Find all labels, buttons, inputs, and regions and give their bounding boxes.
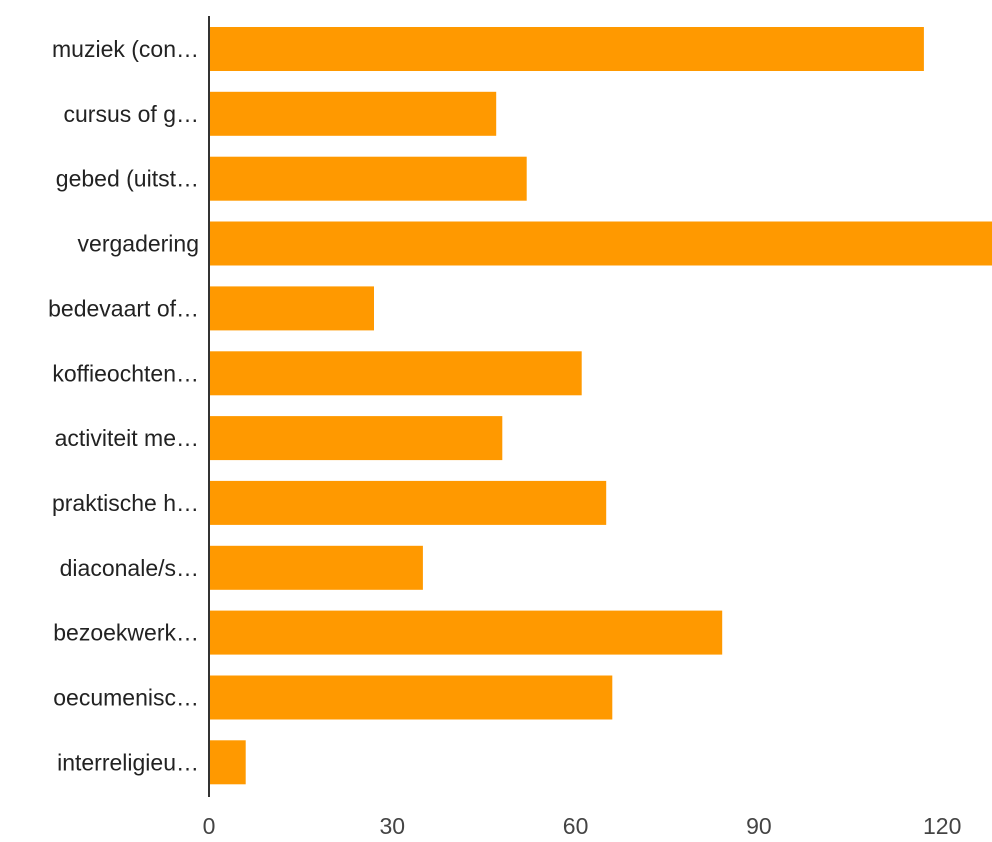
category-label-3: vergadering (78, 231, 199, 257)
bar-3 (209, 221, 992, 266)
category-label-11: interreligieu… (57, 749, 199, 775)
category-labels: muziek (con… cursus of g… gebed (uitst… ver… (48, 36, 199, 775)
bar-2 (209, 156, 527, 201)
bar-11 (209, 740, 246, 785)
bar-1 (209, 91, 497, 136)
category-label-9: bezoekwerk… (53, 620, 199, 646)
bars-group (209, 27, 992, 785)
bar-8 (209, 545, 423, 590)
category-label-7: praktische h… (52, 490, 199, 516)
x-tick-label-2: 60 (563, 813, 589, 839)
bar-10 (209, 675, 613, 720)
category-label-0: muziek (con… (52, 36, 199, 62)
bar-6 (209, 416, 503, 461)
bar-0 (209, 27, 924, 71)
x-axis-tick-labels: 0 30 60 90 120 (203, 813, 962, 839)
category-label-1: cursus of g… (64, 101, 200, 127)
x-tick-label-3: 90 (746, 813, 772, 839)
bar-9 (209, 610, 723, 655)
x-tick-label-4: 120 (923, 813, 961, 839)
category-label-5: koffieochten… (52, 360, 199, 386)
category-label-2: gebed (uitst… (56, 166, 199, 192)
bar-4 (209, 286, 374, 331)
category-label-10: oecumenisc… (53, 685, 199, 711)
category-label-6: activiteit me… (55, 425, 199, 451)
category-label-4: bedevaart of… (48, 295, 199, 321)
category-label-8: diaconale/s… (60, 555, 199, 581)
bar-5 (209, 351, 582, 396)
bar-7 (209, 480, 607, 525)
x-tick-label-1: 30 (380, 813, 406, 839)
x-tick-label-0: 0 (203, 813, 216, 839)
